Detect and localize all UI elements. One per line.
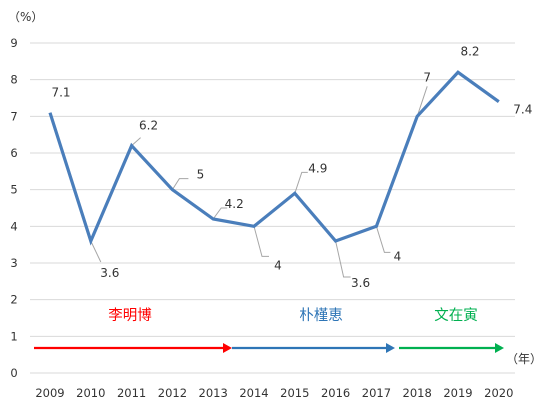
data-label-leader (294, 171, 308, 194)
y-tick-label: 4 (10, 219, 17, 233)
gridlines (30, 42, 515, 374)
x-tick-label: 2019 (443, 386, 472, 400)
data-labels: 7.1 3.6 6.2 5 4.2 4 4.9 3.6 4 7 8.2 7.4 (51, 44, 532, 290)
y-tick-label: 5 (10, 183, 17, 197)
x-tick-label: 2014 (239, 386, 268, 400)
x-tick-label: 2009 (35, 386, 64, 400)
x-tick-label: 2011 (117, 386, 146, 400)
term-arrow-head (495, 343, 504, 353)
x-axis-unit-label: （年） (506, 352, 534, 366)
data-label: 5 (197, 168, 205, 182)
data-label: 4 (274, 258, 282, 272)
data-label-leader (171, 178, 189, 190)
x-tick-label: 2018 (403, 386, 432, 400)
y-tick-label: 2 (10, 293, 17, 307)
term-label: 朴槿恵 (299, 307, 343, 324)
presidential-terms: 李明博 朴槿恵 文在寅 (34, 307, 504, 353)
data-label: 6.2 (139, 119, 158, 133)
data-label-leader (253, 226, 269, 257)
term-arrow-head (223, 343, 232, 353)
data-label: 4.2 (225, 197, 244, 211)
data-label: 4.9 (308, 161, 327, 175)
x-tick-label: 2016 (321, 386, 350, 400)
y-tick-label: 3 (10, 256, 17, 270)
term-annotation: 李明博 (34, 307, 232, 353)
data-label: 7 (423, 70, 431, 84)
term-label: 李明博 (108, 307, 152, 324)
x-tick-label: 2015 (280, 386, 309, 400)
x-tick-label: 2020 (484, 386, 513, 400)
data-label-leader (335, 240, 351, 278)
y-tick-label: 0 (10, 366, 17, 380)
term-annotation: 朴槿恵 (232, 307, 395, 353)
data-label-leader (131, 137, 141, 147)
x-tick-label: 2012 (158, 386, 187, 400)
y-tick-label: 8 (10, 73, 17, 87)
data-label-leader (90, 240, 102, 263)
data-label-leader (212, 207, 228, 220)
x-tick-label: 2010 (76, 386, 105, 400)
term-label: 文在寅 (434, 307, 478, 324)
data-label: 7.1 (51, 86, 70, 100)
x-tick-label: 2013 (199, 386, 228, 400)
data-label-leader (416, 86, 428, 117)
y-axis-unit-label: （%） (8, 10, 43, 24)
data-label-leaders (90, 86, 428, 278)
term-arrow-head (386, 343, 395, 353)
growth-rate-line (48, 70, 500, 246)
y-tick-label: 9 (10, 36, 17, 50)
y-axis-ticks: 0 1 2 3 4 5 6 7 8 9 (10, 36, 17, 380)
x-axis-ticks: 2009 2010 2011 2012 2013 2014 2015 2016 2017 2018… (35, 386, 513, 400)
y-tick-label: 7 (10, 109, 17, 123)
y-tick-label: 6 (10, 146, 17, 160)
data-label-leader (375, 226, 391, 253)
data-label: 3.6 (351, 276, 370, 290)
term-annotation: 文在寅 (399, 307, 504, 353)
data-label: 3.6 (100, 266, 119, 280)
x-tick-label: 2017 (362, 386, 391, 400)
y-tick-label: 1 (10, 329, 17, 343)
data-label: 7.4 (513, 103, 532, 117)
data-label: 8.2 (460, 44, 479, 58)
data-label: 4 (394, 249, 402, 263)
